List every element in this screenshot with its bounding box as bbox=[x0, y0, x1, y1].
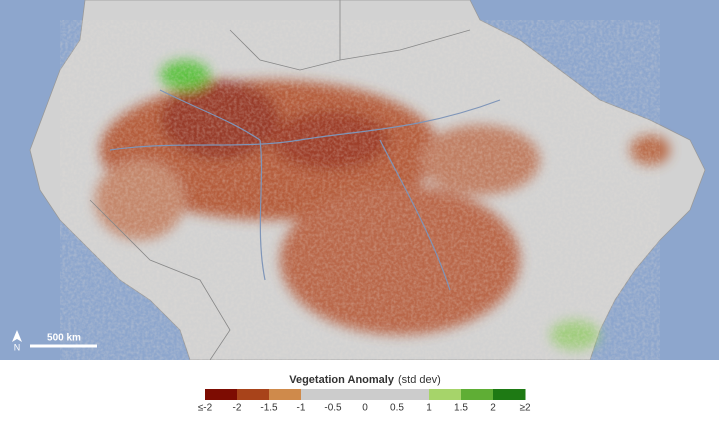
legend-label: -1.5 bbox=[260, 403, 278, 414]
legend-swatch bbox=[269, 389, 302, 400]
legend-label: ≤-2 bbox=[198, 403, 213, 414]
north-arrow: N bbox=[12, 330, 22, 352]
legend-swatch bbox=[429, 389, 462, 400]
borders bbox=[89, 0, 471, 360]
legend-swatch bbox=[205, 389, 238, 400]
legend-swatch bbox=[461, 389, 494, 400]
map-area: N 500 km bbox=[0, 0, 719, 360]
legend-swatch bbox=[397, 389, 430, 400]
legend-label: ≥2 bbox=[519, 403, 530, 414]
legend-label: -1 bbox=[297, 403, 306, 414]
legend-swatch bbox=[333, 389, 366, 400]
scale-label: 500 km bbox=[47, 333, 81, 344]
legend-title-text: Vegetation Anomaly bbox=[289, 374, 395, 386]
legend-swatch bbox=[237, 389, 270, 400]
rivers bbox=[109, 89, 501, 291]
legend-label: 0.5 bbox=[390, 403, 404, 414]
legend-label: -0.5 bbox=[324, 403, 342, 414]
legend-swatch bbox=[493, 389, 526, 400]
legend-label: 2 bbox=[490, 403, 496, 414]
legend-swatch bbox=[301, 389, 334, 400]
legend: ≤-2 -2 -1.5 -1 -0.5 0 0.5 1 1.5 2 ≥2 bbox=[198, 389, 531, 414]
legend-swatch bbox=[365, 389, 398, 400]
legend-title: Vegetation Anomaly (std dev) bbox=[289, 374, 441, 386]
legend-label: 1.5 bbox=[454, 403, 468, 414]
legend-unit: (std dev) bbox=[398, 374, 441, 386]
legend-label: 1 bbox=[426, 403, 432, 414]
texture bbox=[60, 20, 660, 360]
legend-label: -2 bbox=[233, 403, 242, 414]
legend-label: 0 bbox=[362, 403, 368, 414]
north-label: N bbox=[14, 342, 21, 352]
north-arrow-icon bbox=[12, 330, 22, 342]
